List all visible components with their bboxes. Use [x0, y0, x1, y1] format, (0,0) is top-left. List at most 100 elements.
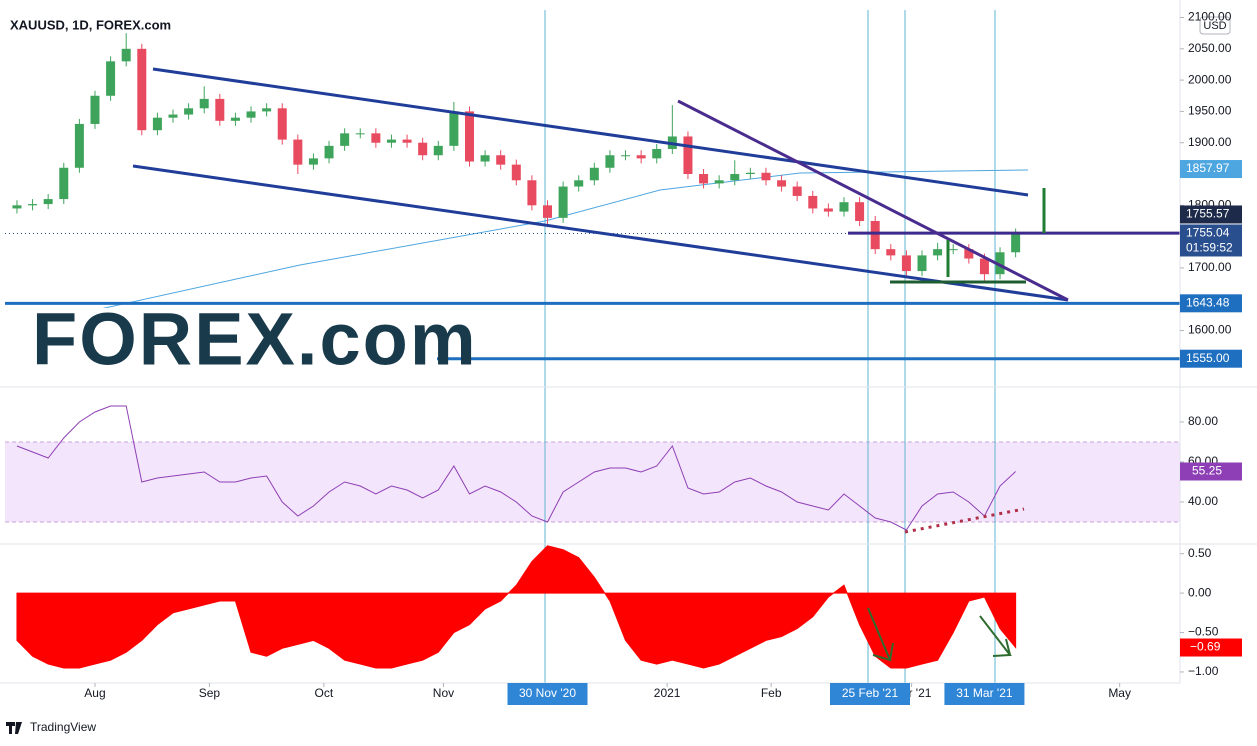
x-tick-highlight: [829, 683, 910, 705]
channel-lower: [132, 164, 1069, 302]
candle-body: [106, 61, 116, 96]
candle-body: [184, 108, 194, 115]
currency: USD: [1203, 20, 1226, 32]
rsi-band: [5, 442, 1180, 522]
candle-body: [714, 180, 724, 184]
price-label-bg: [1180, 349, 1242, 368]
oscillator-area: [16, 545, 1017, 669]
candle-body: [511, 164, 521, 181]
candle-body: [43, 199, 53, 205]
candle-body: [527, 180, 537, 206]
rsi-label: 55.25: [1192, 464, 1222, 478]
arrow: [867, 607, 894, 662]
price-label: 1555.00: [1186, 351, 1230, 365]
y-tick-label: 2000.00: [1188, 72, 1232, 86]
y-tick-label: 1700.00: [1188, 260, 1232, 274]
x-tick-label: Sep: [199, 686, 221, 700]
price-label: 1857.97: [1186, 161, 1230, 175]
candle-body: [121, 48, 131, 62]
price-label-bg: [1180, 224, 1242, 257]
candle-body: [605, 155, 615, 168]
candle-body: [730, 174, 740, 181]
candle-body: [152, 117, 162, 131]
candle-body: [1011, 233, 1021, 253]
candle-body: [90, 95, 100, 124]
candle-body: [823, 208, 833, 212]
trend-lines: [132, 67, 1069, 662]
candle-body: [792, 186, 802, 196]
background-layer: [5, 441, 1180, 523]
currency-box: [1199, 16, 1231, 35]
y-tick-label: 2050.00: [1188, 41, 1232, 55]
rsi-line: [16, 405, 1016, 531]
y-tick-label: 40.00: [1188, 494, 1218, 508]
candle-body: [215, 98, 225, 121]
candle-body: [995, 252, 1005, 275]
price-label-bg: [1180, 205, 1242, 224]
candle-body: [761, 172, 771, 181]
candle-body: [74, 123, 84, 168]
marks-layer: [5, 33, 1180, 669]
candle-body: [808, 195, 818, 209]
chart-title: XAUUSD, 1D, FOREX.com: [10, 17, 171, 32]
candle-body: [496, 155, 506, 165]
footer: TradingView: [30, 720, 96, 734]
candle-body: [543, 205, 553, 218]
candle-body: [262, 108, 272, 112]
price-label-bg: [1180, 160, 1242, 179]
candle-body: [230, 117, 240, 121]
x-tick-label: 25 Feb '21: [842, 686, 899, 700]
candle-body: [948, 249, 958, 251]
rsi-label-bg: [1180, 462, 1242, 481]
candle-body: [168, 114, 178, 118]
price-label: 1643.48: [1186, 295, 1230, 309]
x-tick-label: 2021: [654, 686, 681, 700]
candle-body: [839, 202, 849, 212]
candle-body: [636, 155, 646, 159]
x-tick-label: Nov: [433, 686, 454, 700]
candle-body: [386, 139, 396, 143]
arrow: [979, 615, 1012, 657]
x-tick-highlight: [507, 683, 588, 705]
y-tick-label: 1950.00: [1188, 104, 1232, 118]
candle-body: [59, 167, 69, 200]
candle-body: [699, 174, 709, 184]
candle-body: [449, 111, 459, 146]
countdown: 01:59:52: [1186, 241, 1233, 255]
x-tick-label: 31 Mar '21: [956, 686, 1013, 700]
oscillator-label-bg: [1180, 638, 1242, 657]
price-label: 1755.57: [1186, 207, 1230, 221]
y-tick-label: 1600.00: [1188, 323, 1232, 337]
candle-body: [777, 180, 787, 187]
y-tick-label: 80.00: [1188, 414, 1218, 428]
price-label: 1755.04: [1186, 226, 1230, 240]
candle-body: [480, 155, 490, 162]
y-tick-label: 0.00: [1188, 585, 1212, 599]
candle-body: [745, 172, 755, 175]
candle-body: [277, 108, 287, 140]
candle-body: [324, 145, 334, 159]
candle-body: [371, 133, 381, 143]
candle-body: [621, 155, 631, 157]
candle-body: [558, 186, 568, 218]
candle-body: [402, 139, 412, 143]
logo-background: [5, 308, 437, 380]
x-tick-highlight: [944, 683, 1025, 705]
candle-body: [917, 255, 927, 272]
x-tick-label: Feb: [761, 686, 782, 700]
candle-body: [308, 158, 318, 165]
candle-body: [652, 148, 662, 159]
oscillator-label: −0.69: [1190, 640, 1221, 654]
y-tick-label: 1900.00: [1188, 135, 1232, 149]
tv-logo: [6, 722, 22, 734]
candle-body: [683, 136, 693, 175]
candle-body: [199, 98, 209, 109]
candle-body: [464, 111, 474, 162]
candle-body: [870, 220, 880, 250]
candle-body: [574, 180, 584, 187]
x-tick-label: 30 Nov '20: [519, 686, 576, 700]
x-tick-label: May: [1108, 686, 1131, 700]
candle-body: [901, 255, 911, 272]
candle-body: [589, 167, 599, 181]
